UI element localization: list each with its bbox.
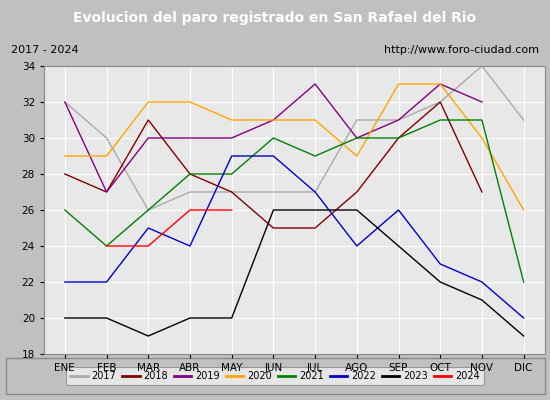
- Text: Evolucion del paro registrado en San Rafael del Rio: Evolucion del paro registrado en San Raf…: [74, 11, 476, 25]
- Legend: 2017, 2018, 2019, 2020, 2021, 2022, 2023, 2024: 2017, 2018, 2019, 2020, 2021, 2022, 2023…: [66, 367, 484, 385]
- Text: 2017 - 2024: 2017 - 2024: [11, 45, 79, 55]
- Text: http://www.foro-ciudad.com: http://www.foro-ciudad.com: [384, 45, 539, 55]
